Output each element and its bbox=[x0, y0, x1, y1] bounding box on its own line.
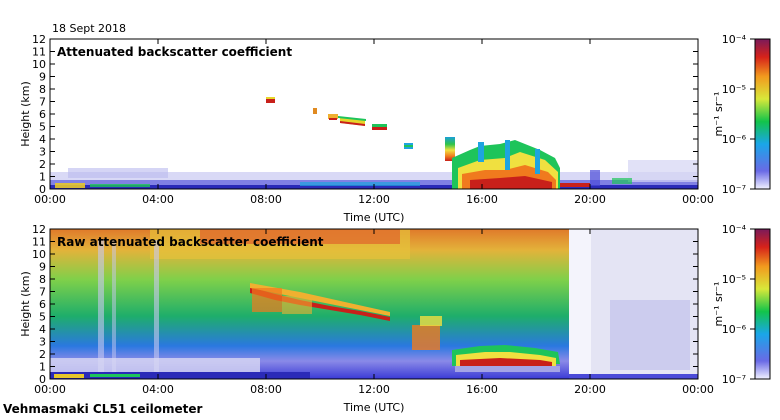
y-tick-label: 7 bbox=[39, 286, 46, 299]
colorbar-tick-label: 10⁻⁵ bbox=[722, 83, 746, 96]
y-tick-label: 8 bbox=[39, 273, 46, 286]
colorbar-tick-label: 10⁻⁵ bbox=[722, 273, 746, 286]
x-axis-label: Time (UTC) bbox=[343, 211, 405, 224]
x-tick-label: 16:00 bbox=[466, 383, 498, 396]
y-tick-label: 9 bbox=[39, 261, 46, 274]
x-axis-label: Time (UTC) bbox=[343, 401, 405, 414]
colorbar-scale bbox=[754, 38, 771, 190]
y-axis-label: Height (km) bbox=[19, 81, 32, 147]
colorbar-label: m⁻¹ sr⁻¹ bbox=[712, 282, 725, 327]
y-tick-label: 12 bbox=[32, 33, 46, 46]
plot-area bbox=[50, 39, 698, 189]
y-tick-label: 5 bbox=[39, 121, 46, 134]
cloud-band bbox=[250, 283, 390, 321]
date-label: 18 Sept 2018 bbox=[52, 22, 126, 35]
colorbar-tick-label: 10⁻⁴ bbox=[722, 223, 747, 236]
x-tick-label: 12:00 bbox=[358, 383, 390, 396]
panel-title: Raw attenuated backscatter coefficient bbox=[57, 235, 324, 249]
y-tick-label: 4 bbox=[39, 133, 46, 146]
x-tick-label: 04:00 bbox=[142, 383, 174, 396]
x-tick-label: 00:00 bbox=[34, 383, 66, 396]
x-tick-label: 00:00 bbox=[34, 193, 66, 206]
x-tick-label: 08:00 bbox=[250, 383, 282, 396]
y-tick-label: 11 bbox=[32, 236, 46, 249]
y-tick-label: 10 bbox=[32, 58, 46, 71]
colorbar-ticks: 10⁻⁴ 10⁻⁵ 10⁻⁶ 10⁻⁷ bbox=[722, 33, 755, 196]
colorbar-tick-label: 10⁻⁷ bbox=[722, 373, 746, 386]
clear-sky-region bbox=[569, 229, 698, 379]
y-tick-label: 7 bbox=[39, 96, 46, 109]
y-tick-label: 6 bbox=[39, 108, 46, 121]
colorbar-tick-label: 10⁻⁶ bbox=[722, 323, 747, 336]
colorbar-scale bbox=[754, 228, 771, 380]
y-tick-label: 9 bbox=[39, 71, 46, 84]
y-tick-label: 1 bbox=[39, 361, 46, 374]
colorbar: 10⁻⁴ 10⁻⁵ 10⁻⁶ 10⁻⁷ m⁻¹ sr⁻¹ bbox=[712, 223, 771, 386]
x-tick-label: 04:00 bbox=[142, 193, 174, 206]
x-tick-label: 20:00 bbox=[574, 383, 606, 396]
x-axis: 00:00 04:00 08:00 12:00 16:00 20:00 00:00 bbox=[34, 229, 714, 396]
y-tick-label: 6 bbox=[39, 298, 46, 311]
x-tick-label: 08:00 bbox=[250, 193, 282, 206]
y-tick-label: 3 bbox=[39, 336, 46, 349]
y-tick-label: 10 bbox=[32, 248, 46, 261]
x-tick-label: 00:00 bbox=[682, 193, 714, 206]
y-axis-label: Height (km) bbox=[19, 271, 32, 337]
y-tick-label: 12 bbox=[32, 223, 46, 236]
y-tick-label: 1 bbox=[39, 171, 46, 184]
low-cloud-layer bbox=[445, 137, 632, 189]
panel-raw: Raw attenuated backscatter coefficient 0… bbox=[19, 223, 771, 414]
x-axis: 00:00 04:00 08:00 12:00 16:00 20:00 00:00 bbox=[34, 39, 714, 206]
upper-cloud-layer bbox=[266, 97, 413, 149]
colorbar-tick-label: 10⁻⁴ bbox=[722, 33, 747, 46]
panel-attenuated: Attenuated backscatter coefficient 01234… bbox=[19, 33, 771, 224]
y-tick-label: 3 bbox=[39, 146, 46, 159]
panel-title: Attenuated backscatter coefficient bbox=[57, 45, 292, 59]
y-tick-label: 4 bbox=[39, 323, 46, 336]
low-cloud-layer bbox=[412, 316, 560, 372]
colorbar: 10⁻⁴ 10⁻⁵ 10⁻⁶ 10⁻⁷ m⁻¹ sr⁻¹ bbox=[712, 33, 771, 196]
colorbar-tick-label: 10⁻⁷ bbox=[722, 183, 746, 196]
y-tick-label: 0 bbox=[39, 183, 46, 196]
y-tick-label: 8 bbox=[39, 83, 46, 96]
colorbar-label: m⁻¹ sr⁻¹ bbox=[712, 92, 725, 137]
instrument-label: Vehmasmaki CL51 ceilometer bbox=[3, 402, 203, 416]
y-tick-label: 11 bbox=[32, 46, 46, 59]
colorbar-tick-label: 10⁻⁶ bbox=[722, 133, 747, 146]
y-tick-label: 2 bbox=[39, 348, 46, 361]
y-tick-label: 5 bbox=[39, 311, 46, 324]
colorbar-ticks: 10⁻⁴ 10⁻⁵ 10⁻⁶ 10⁻⁷ bbox=[722, 223, 755, 386]
x-tick-label: 16:00 bbox=[466, 193, 498, 206]
x-tick-label: 20:00 bbox=[574, 193, 606, 206]
y-tick-label: 2 bbox=[39, 158, 46, 171]
y-tick-label: 0 bbox=[39, 373, 46, 386]
x-tick-label: 12:00 bbox=[358, 193, 390, 206]
x-tick-label: 00:00 bbox=[682, 383, 714, 396]
